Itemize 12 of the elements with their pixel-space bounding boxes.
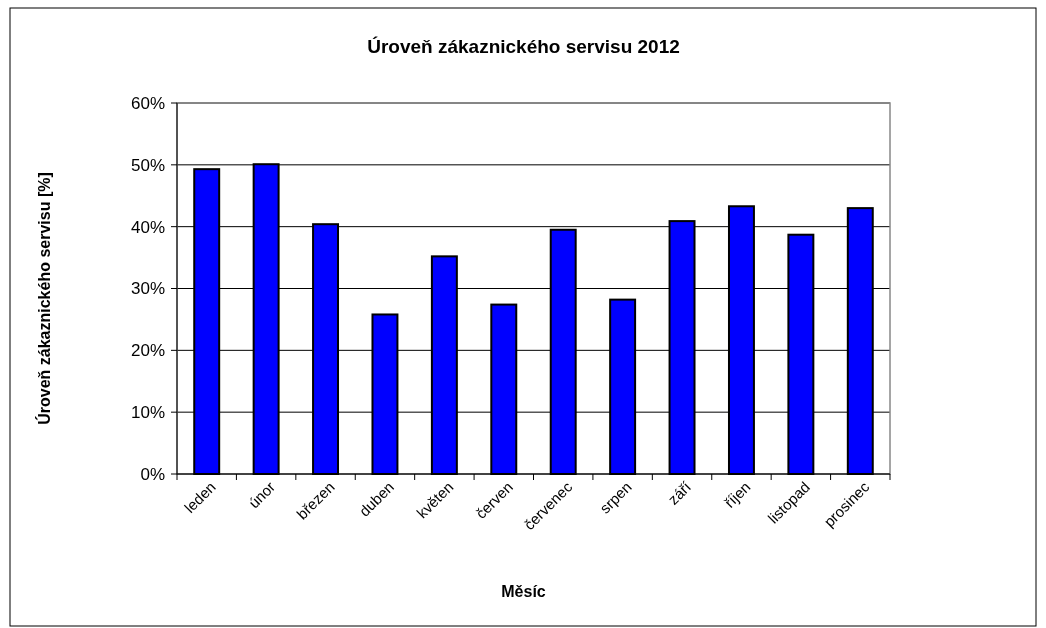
y-tick-label: 50% [130, 155, 165, 175]
x-tick-label: září [664, 477, 695, 508]
x-tick-label: říjen [720, 478, 754, 511]
x-axis-title: Měsíc [501, 583, 546, 600]
y-tick-label: 60% [130, 93, 165, 113]
y-tick-label: 10% [130, 403, 165, 423]
y-tick-label: 0% [140, 464, 165, 484]
y-tick-label: 20% [130, 341, 165, 361]
y-tick-label: 40% [130, 217, 165, 237]
chart-title: Úroveň zákaznického servisu 2012 [367, 36, 680, 57]
y-axis-title: Úroveň zákaznického servisu [%] [35, 172, 53, 425]
y-tick-label: 30% [130, 279, 165, 299]
